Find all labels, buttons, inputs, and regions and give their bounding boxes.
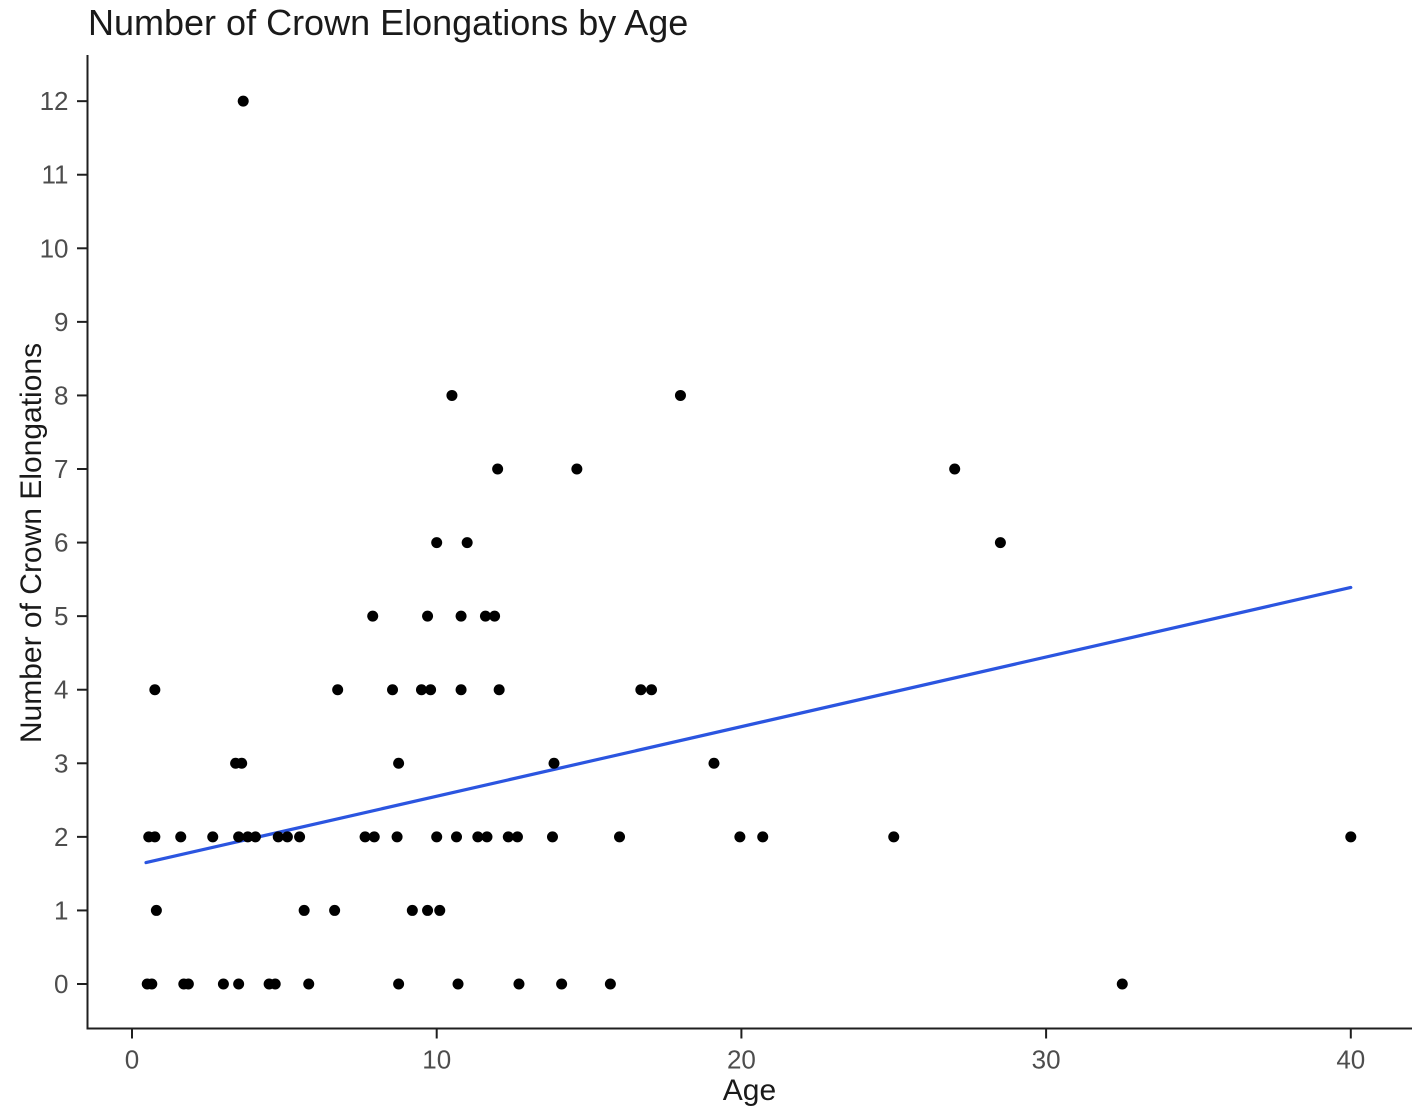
x-tick-label: 10 [422,1045,451,1075]
y-tick-label: 1 [54,895,68,925]
scatter-point [493,684,505,696]
scatter-point [949,463,961,475]
scatter-point [434,904,446,916]
scatter-point [359,831,371,843]
scatter-point [149,684,161,696]
scatter-point [446,389,458,401]
scatter-point [1345,831,1357,843]
scatter-point [236,757,248,769]
scatter-point [422,610,434,622]
scatter-point [481,831,493,843]
scatter-point [175,831,187,843]
scatter-point [452,978,464,990]
scatter-point [1116,978,1128,990]
scatter-point [249,831,261,843]
scatter-point [272,831,284,843]
scatter-point [461,537,473,549]
y-tick-label: 9 [54,307,68,337]
scatter-point [757,831,769,843]
scatter-point [368,831,380,843]
scatter-point [548,757,560,769]
scatter-point [511,831,523,843]
scatter-point [269,978,281,990]
scatter-point [646,684,658,696]
scatter-point [455,684,467,696]
scatter-point [513,978,525,990]
scatter-point [489,610,501,622]
scatter-point [387,684,399,696]
scatter-point [556,978,568,990]
scatter-point [888,831,900,843]
scatter-point [294,831,306,843]
scatter-point [182,978,194,990]
scatter-point [303,978,315,990]
chart-title: Number of Crown Elongations by Age [88,2,689,43]
scatter-point [734,831,746,843]
scatter-point [393,757,405,769]
scatter-point [415,684,427,696]
scatter-point [393,978,405,990]
scatter-point [431,537,443,549]
scatter-point [367,610,379,622]
scatter-point [455,610,467,622]
y-tick-label: 6 [54,528,68,558]
y-tick-label: 3 [54,748,68,778]
scatter-point [614,831,626,843]
scatter-point [242,831,254,843]
y-tick-label: 5 [54,601,68,631]
scatter-point [217,978,229,990]
scatter-point [329,904,341,916]
scatter-point [406,904,418,916]
trend-line [144,585,1353,865]
scatter-point [604,978,616,990]
scatter-point [425,684,437,696]
y-tick-label: 8 [54,380,68,410]
scatter-point [546,831,558,843]
y-tick-label: 11 [42,160,69,190]
y-tick-label: 10 [40,233,69,263]
x-tick-label: 0 [125,1045,139,1075]
scatter-point [431,831,443,843]
y-tick-label: 0 [54,969,68,999]
scatter-point [451,831,463,843]
scatter-point [422,904,434,916]
scatter-point [635,684,647,696]
scatter-point [298,904,310,916]
scatter-point [391,831,403,843]
scatter-point [233,978,245,990]
scatter-point [708,757,720,769]
scatter-point [233,831,245,843]
scatter-point [502,831,514,843]
x-tick-label: 30 [1032,1045,1061,1075]
y-tick-label: 12 [40,86,69,116]
scatter-point [492,463,504,475]
scatter-point [571,463,583,475]
y-tick-label: 4 [54,675,68,705]
x-axis-title: Age [722,1074,777,1107]
scatter-point [674,389,686,401]
scatter-point [479,610,491,622]
x-tick-label: 20 [727,1045,756,1075]
x-tick-label: 40 [1336,1045,1365,1075]
scatter-point [146,978,158,990]
y-tick-label: 7 [54,454,68,484]
scatter-point [207,831,219,843]
scatter-point [281,831,293,843]
scatter-point [994,537,1006,549]
scatter-point [472,831,484,843]
scatter-point [332,684,344,696]
scatter-point [150,904,162,916]
scatter-point [237,95,249,107]
scatter-point [149,831,161,843]
y-tick-label: 2 [54,822,68,852]
